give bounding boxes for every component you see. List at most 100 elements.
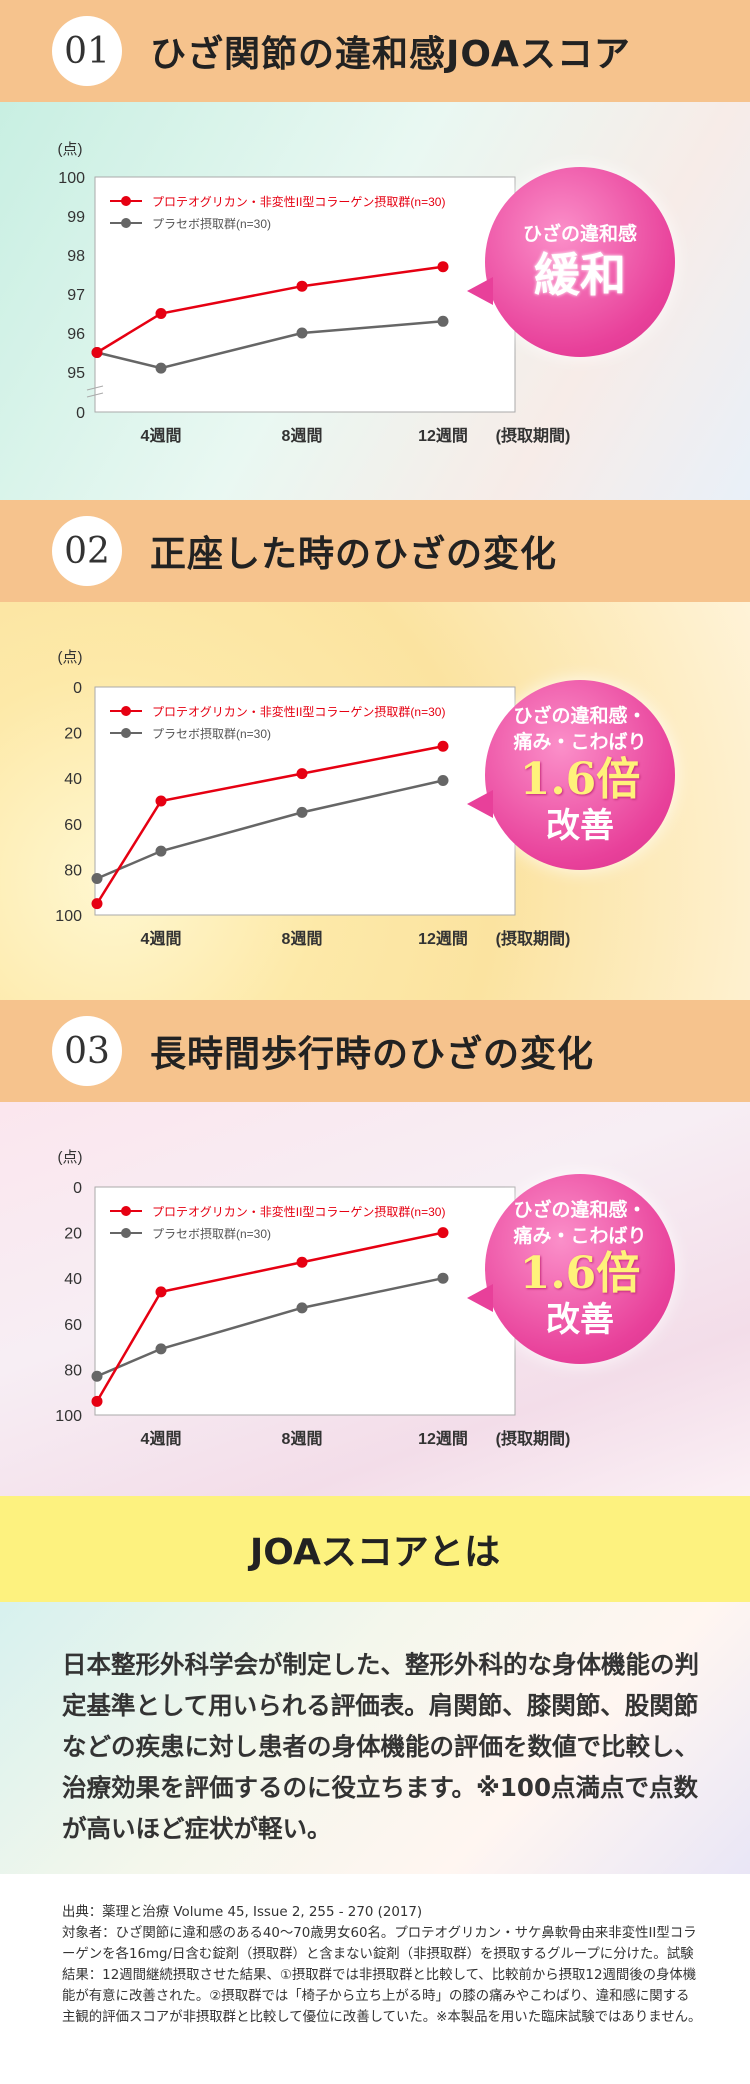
y-tick-label: 98 [67,248,85,265]
data-point [296,768,308,780]
badge-caption-line1: ひざの違和感・ [513,1199,647,1221]
data-point [437,1227,449,1239]
axis-break-mark [86,385,104,391]
data-point [91,1370,103,1382]
section-title: 正座した時のひざの変化 [150,534,558,575]
x-tick-label: 8週間 [282,930,323,948]
y-tick-label: 40 [64,1271,82,1288]
chart-panel-2: 0 20 40 60 80 100 (点) 4週間 8週間 12週間 (摂取期間) プロテオグリカン・… [0,602,750,1000]
badge-tail [467,1284,493,1312]
chart-panel-3: 0 20 40 60 80 100 (点) 4週間 8週間 12週間 (摂取期間) プロテオグリカン・… [0,1102,750,1496]
x-axis-label: (摂取期間) [496,929,571,948]
joa-header: JOAスコアとは [0,1496,750,1602]
section-title: 長時間歩行時のひざの変化 [150,1034,595,1075]
section-number-badge: 02 [52,516,122,586]
chart-panel-1: 100 99 98 97 96 95 0 (点) 4週間 8週間 12週間 (摂取期間) プロテオグリカ… [0,102,750,500]
badge-headline: 緩和 [534,248,626,302]
data-point [296,1302,308,1314]
x-tick-label: 12週間 [418,930,468,948]
badge-caption: ひざの違和感 [522,223,637,245]
data-point [155,362,167,374]
series-line [96,779,444,880]
y-tick-label: 60 [64,1317,82,1334]
section-header-2: 02 正座した時のひざの変化 [0,500,750,602]
legend-label: プロテオグリカン・非変性II型コラーゲン摂取群(n=30) [152,1204,445,1219]
axis-break-mark [86,392,104,398]
y-tick-label: 100 [55,908,82,925]
y-tick-label: 80 [64,862,82,879]
data-point [91,1395,103,1407]
x-tick-label: 4週間 [141,1430,182,1448]
data-point [155,795,167,807]
section-number-badge: 01 [52,16,122,86]
x-axis-label: (摂取期間) [496,426,571,445]
legend-label: プロテオグリカン・非変性II型コラーゲン摂取群(n=30) [152,194,445,209]
series-line [95,745,444,905]
plot-area [94,1186,516,1416]
y-axis-label: (点) [58,1149,83,1166]
badge-subline: 改善 [546,1300,614,1340]
y-axis-label: (点) [58,649,83,666]
x-tick-label: 8週間 [282,427,323,445]
y-tick-label: 100 [58,170,85,187]
legend-marker [121,706,131,716]
data-point [437,261,449,273]
x-tick-label: 12週間 [418,1430,468,1448]
data-point [155,845,167,857]
badge-headline: 1.6倍 [519,754,641,805]
data-point [155,1286,167,1298]
y-tick-label: 96 [67,326,85,343]
data-point [91,347,103,358]
data-point [296,806,308,818]
y-tick-label: 40 [64,771,82,788]
section-title: ひざ関節の違和感JOAスコア [150,34,631,75]
data-point [155,1343,167,1355]
y-tick-label: 20 [64,1226,82,1243]
line-chart-walking: 0 20 40 60 80 100 (点) 4週間 8週間 12週間 (摂取期間) プロテオグリカン・… [55,1149,571,1448]
x-tick-label: 4週間 [141,427,182,445]
y-axis-label: (点) [58,141,83,158]
legend-marker [121,1206,131,1216]
section-header-3: 03 長時間歩行時のひざの変化 [0,1000,750,1102]
x-tick-label: 4週間 [141,930,182,948]
y-tick-label: 0 [76,405,85,422]
badge-headline: 1.6倍 [519,1248,641,1299]
legend-marker [121,728,131,738]
y-tick-label: 95 [67,365,85,382]
legend-marker [121,1228,131,1238]
y-tick-label: 100 [55,1408,82,1425]
footnote: 出典：薬理と治療 Volume 45, Issue 2, 255 - 270 (… [62,1905,702,2025]
section-number-badge: 03 [52,1016,122,1086]
data-point [437,740,449,752]
legend-label: プラセボ摂取群(n=30) [152,216,271,231]
y-tick-label: 0 [73,1180,82,1197]
x-axis-label: (摂取期間) [496,1429,571,1448]
data-point [296,1256,308,1268]
data-point [296,280,308,292]
plot-area [94,176,516,413]
badge-caption-line2: 痛み・こわばり [513,731,647,753]
series-line [96,1276,444,1378]
data-point [437,774,449,786]
y-tick-label: 0 [73,680,82,697]
badge-tail [467,277,493,305]
joa-body: 日本整形外科学会が制定した、整形外科的な身体機能の判定基準として用いられる評価表… [0,1602,750,1874]
badge-caption-line2: 痛み・こわばり [513,1225,647,1247]
x-tick-label: 8週間 [282,1430,323,1448]
y-tick-label: 60 [64,817,82,834]
joa-description: 日本整形外科学会が制定した、整形外科的な身体機能の判定基準として用いられる評価表… [62,1650,699,1843]
y-tick-label: 97 [67,287,85,304]
result-badge: ひざの違和感・ 痛み・こわばり 1.6倍 改善 [467,680,675,870]
data-point [296,327,308,339]
y-tick-label: 20 [64,726,82,743]
x-tick-label: 12週間 [418,427,468,445]
result-badge: ひざの違和感 緩和 [467,167,675,357]
series-line [95,1231,444,1402]
data-point [91,898,103,910]
data-point [437,315,449,327]
line-chart-seiza: 0 20 40 60 80 100 (点) 4週間 8週間 12週間 (摂取期間) プロテオグリカン・… [55,649,571,948]
result-badge: ひざの違和感・ 痛み・こわばり 1.6倍 改善 [467,1174,675,1364]
badge-subline: 改善 [546,806,614,846]
y-tick-label: 99 [67,209,85,226]
y-tick-label: 80 [64,1362,82,1379]
